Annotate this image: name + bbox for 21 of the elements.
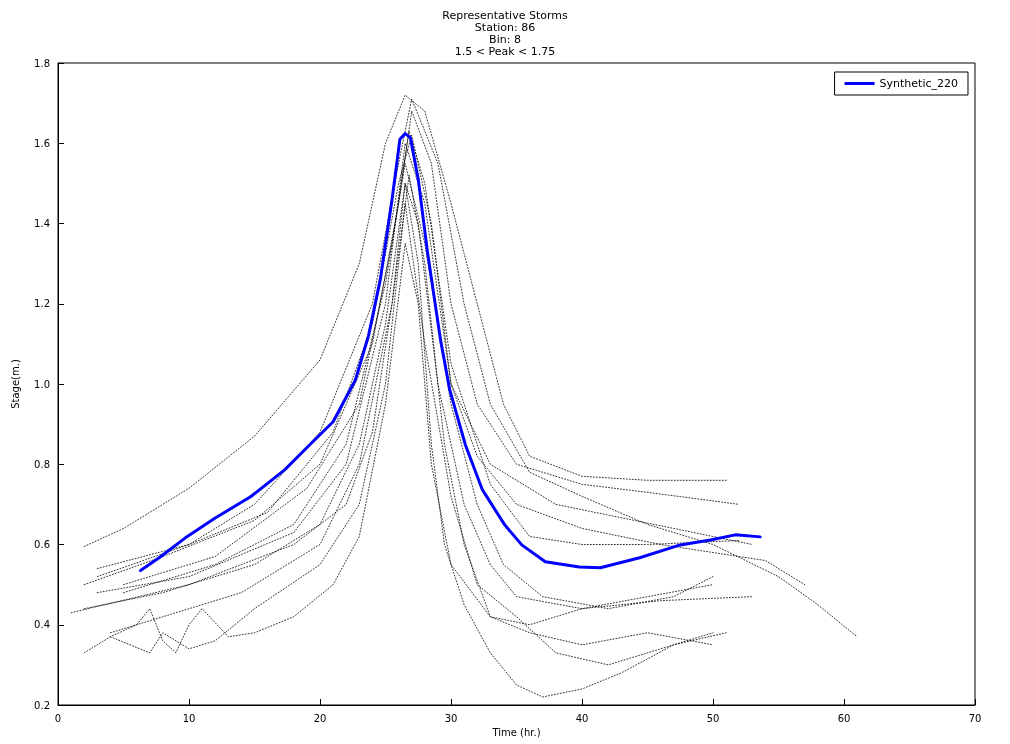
x-tick-label: 20 — [313, 712, 327, 724]
x-tick-label: 50 — [706, 712, 720, 724]
x-tick-label: 0 — [54, 712, 62, 724]
y-tick-label: 1.8 — [34, 57, 50, 69]
y-tick-label: 1.0 — [34, 378, 50, 390]
y-tick-label: 0.8 — [34, 458, 50, 470]
y-tick-label: 0.2 — [34, 699, 50, 711]
y-tick-label: 1.6 — [34, 137, 50, 149]
x-tick-label: 10 — [182, 712, 196, 724]
x-axis-title: Time (hr.) — [491, 727, 541, 739]
y-axis-title: Stage(m.) — [9, 359, 21, 409]
y-tick-label: 0.6 — [34, 539, 50, 550]
x-tick-label: 60 — [837, 712, 851, 724]
y-tick-label: 0.4 — [34, 619, 50, 631]
y-tick-label: 1.4 — [34, 218, 50, 229]
chart-title: Representative Storms Station: 86 Bin: 8 1.5 < Peak < 1.75 — [442, 8, 568, 58]
x-tick-label: 70 — [968, 712, 982, 724]
legend-label: Synthetic_220 — [879, 77, 959, 90]
y-tick-label: 1.2 — [34, 298, 50, 310]
x-tick-label: 30 — [444, 712, 458, 724]
x-tick-label: 40 — [575, 712, 589, 724]
